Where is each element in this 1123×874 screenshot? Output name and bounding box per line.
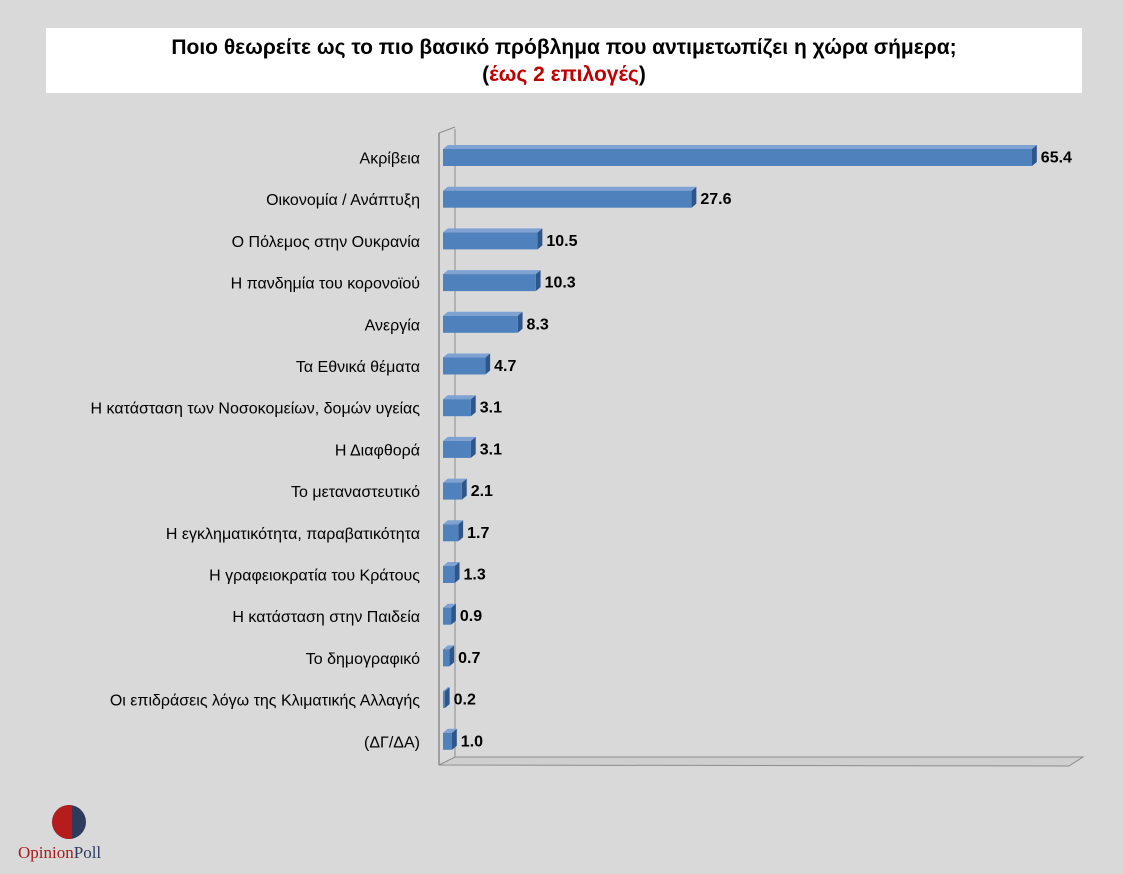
category-label: Η κατάσταση στην Παιδεία — [232, 609, 420, 626]
bar-top — [443, 145, 1037, 149]
bar — [443, 482, 462, 500]
bar-top — [443, 270, 541, 275]
bar-side — [1032, 145, 1037, 166]
data-label: 27.6 — [700, 191, 731, 208]
bar-side — [458, 520, 464, 542]
bar — [443, 649, 450, 667]
bar — [443, 524, 459, 542]
bar-top — [443, 728, 457, 733]
category-label: Ακρίβεια — [360, 151, 420, 168]
bar-top — [443, 520, 464, 525]
subtitle-paren-open: ( — [482, 63, 490, 86]
bar-side — [485, 353, 491, 375]
data-label: 1.7 — [467, 525, 489, 542]
subtitle-accent: έως 2 επιλογές — [489, 63, 639, 86]
category-label: Η πανδημία του κορονοϊού — [231, 276, 420, 293]
bar-top — [443, 228, 543, 233]
data-label: 0.7 — [458, 650, 480, 667]
logo-circle-icon — [52, 805, 86, 839]
chart-title-box: Ποιο θεωρείτε ως το πιο βασικό πρόβλημα … — [46, 28, 1082, 93]
bar-side — [517, 311, 523, 333]
subtitle-paren-close: ) — [638, 63, 646, 86]
bar — [443, 232, 538, 250]
bar-side — [470, 436, 476, 458]
data-label: 1.0 — [461, 733, 483, 750]
bar-top — [443, 353, 491, 358]
bar — [443, 357, 486, 375]
bar-top — [443, 603, 456, 608]
category-label: Οι επιδράσεις λόγω της Κλιματικής Αλλαγή… — [110, 693, 420, 710]
data-label: 4.7 — [494, 358, 516, 375]
bar-top — [443, 645, 455, 650]
bar-side — [452, 728, 457, 750]
bar-side — [537, 228, 543, 250]
bar-side — [461, 478, 467, 500]
bar — [443, 190, 692, 208]
category-label: (ΔΓ/ΔΑ) — [364, 734, 420, 751]
bar-side — [451, 603, 456, 625]
category-label: Η εγκληματικότητα, παραβατικότητα — [166, 526, 420, 543]
bar-side — [444, 687, 450, 709]
category-label: Τα Εθνικά θέματα — [296, 359, 420, 376]
bar-side — [535, 270, 541, 292]
data-label: 3.1 — [480, 400, 502, 417]
logo-text: OpinionPoll — [18, 843, 101, 863]
bar — [443, 732, 453, 750]
data-label: 10.3 — [545, 275, 576, 292]
data-label: 8.3 — [527, 316, 549, 333]
category-label: Το μεταναστευτικό — [291, 484, 420, 501]
bar-side — [454, 562, 460, 583]
bar — [443, 691, 445, 709]
bar — [443, 149, 1032, 166]
bar-top — [443, 186, 697, 191]
bar — [443, 399, 471, 417]
chart-title: Ποιο θεωρείτε ως το πιο βασικό πρόβλημα … — [171, 36, 957, 59]
bar-top — [443, 311, 523, 316]
bar-top — [443, 395, 476, 400]
data-label: 2.1 — [471, 483, 493, 500]
category-label: Οικονομία / Ανάπτυξη — [266, 192, 420, 209]
data-label: 0.2 — [454, 692, 476, 709]
bar-top — [443, 687, 450, 692]
logo-text-poll: Poll — [73, 843, 102, 862]
category-label: Η κατάσταση των Νοσοκομείων, δομών υγεία… — [91, 401, 421, 418]
bar — [443, 607, 452, 625]
opinionpoll-logo: OpinionPoll — [18, 805, 128, 865]
logo-text-opinion: Opinion — [18, 843, 74, 862]
data-label: 65.4 — [1041, 150, 1072, 167]
data-label: 3.1 — [480, 441, 502, 458]
data-label: 1.3 — [464, 567, 486, 584]
category-label: Η γραφειοκρατία του Κράτους — [209, 568, 420, 585]
bar — [443, 315, 518, 333]
plot-top-edge — [438, 126, 456, 134]
bar-top — [443, 562, 460, 566]
plot-back-wall — [443, 125, 1083, 757]
bar-side — [470, 395, 476, 417]
plot-floor — [438, 756, 1085, 767]
bar-top — [443, 436, 476, 441]
data-label: 10.5 — [546, 233, 577, 250]
bar-side — [449, 645, 455, 667]
bar — [443, 566, 455, 583]
category-label: Ανεργία — [365, 317, 420, 334]
data-label: 0.9 — [460, 608, 482, 625]
bar — [443, 440, 471, 458]
chart-subtitle: (έως 2 επιλογές) — [46, 61, 1082, 88]
bar-top — [443, 478, 467, 483]
category-label: Η Διαφθορά — [335, 442, 420, 459]
category-label: Ο Πόλεμος στην Ουκρανία — [232, 234, 420, 251]
bar-side — [691, 186, 697, 208]
category-label: Το δημογραφικό — [306, 651, 420, 668]
bar — [443, 274, 536, 292]
